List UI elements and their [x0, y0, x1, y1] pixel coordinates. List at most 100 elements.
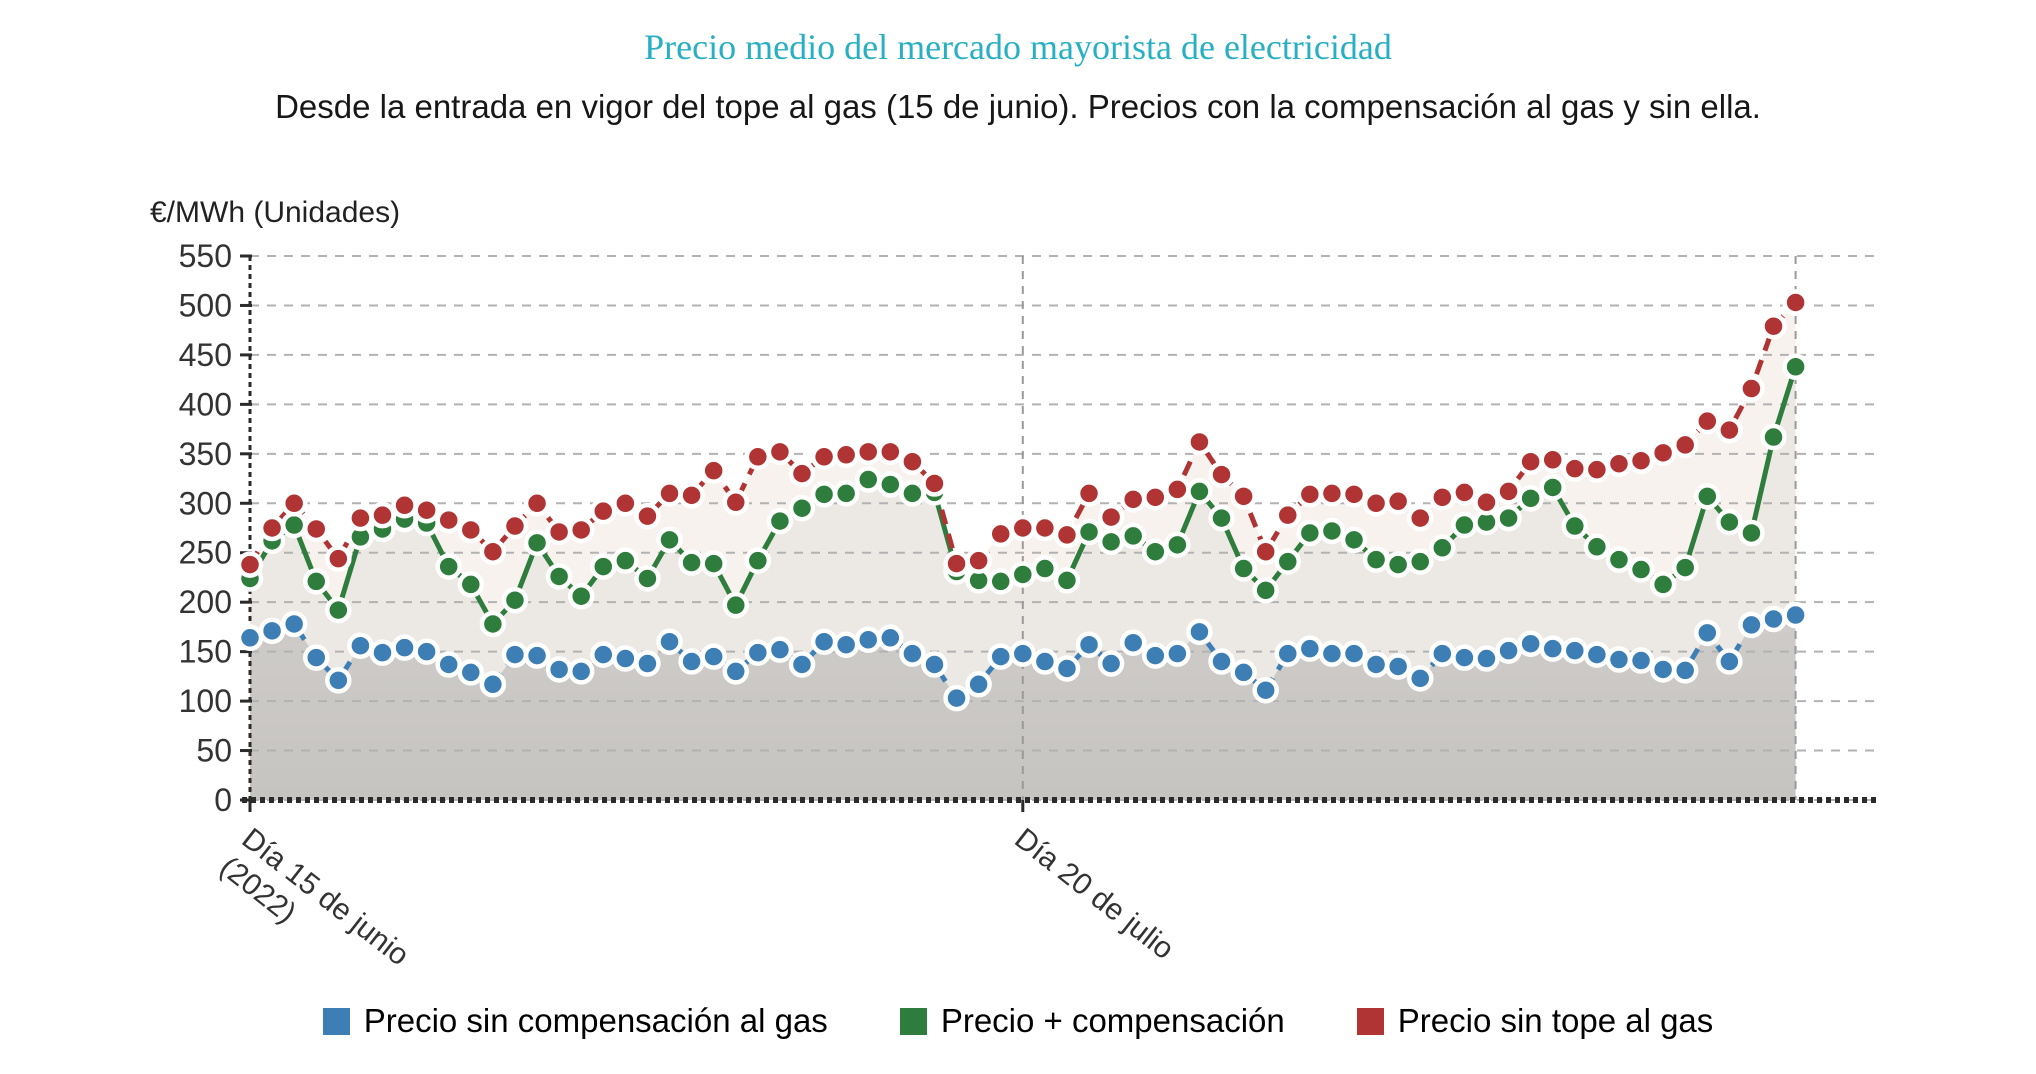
chart-subtitle: Desde la entrada en vigor del tope al ga… [275, 88, 1761, 125]
data-point-s0-d47 [1274, 640, 1302, 667]
data-point-s0-d39 [1097, 650, 1125, 677]
y-axis-title: €/MWh (Unidades) [150, 196, 401, 229]
data-point-s1-d10 [457, 571, 485, 598]
data-point-s2-d63 [1627, 447, 1655, 474]
data-point-s1-d18 [634, 565, 661, 592]
data-point-s1-d68 [1738, 519, 1765, 547]
data-point-s1-d38 [1075, 518, 1103, 546]
data-point-s2-d35 [1009, 514, 1037, 542]
y-tick-label-250: 250 [179, 535, 232, 571]
data-point-s0-d45 [1230, 659, 1257, 686]
data-point-s1-d42 [1164, 531, 1191, 559]
data-point-s0-d34 [987, 643, 1014, 670]
y-tick-label-0: 0 [214, 782, 232, 818]
data-point-s1-d30 [899, 480, 926, 507]
data-point-s0-d10 [457, 659, 485, 686]
data-point-s2-d16 [590, 497, 617, 525]
data-point-s0-d70 [1782, 601, 1809, 629]
data-point-s0-d15 [567, 658, 595, 685]
data-point-s2-d40 [1119, 486, 1147, 513]
data-point-s1-d57 [1495, 504, 1522, 532]
data-point-s0-d23 [744, 639, 772, 666]
data-point-s1-d25 [788, 494, 816, 522]
data-point-s2-d59 [1539, 446, 1566, 474]
y-tick-label-500: 500 [179, 287, 232, 323]
data-point-s1-d59 [1539, 474, 1566, 501]
data-point-s2-d13 [523, 490, 551, 517]
data-point-s2-d36 [1031, 514, 1059, 542]
data-point-s1-d11 [479, 610, 507, 638]
band-red-green [250, 302, 1796, 624]
data-point-s1-d4 [325, 596, 352, 624]
data-point-s0-d64 [1649, 656, 1677, 683]
data-point-s2-d37 [1053, 521, 1081, 549]
data-point-s1-d22 [722, 591, 750, 619]
data-point-s2-d3 [302, 515, 330, 543]
data-point-s0-d40 [1119, 629, 1147, 656]
band-green-blue [250, 366, 1796, 699]
data-point-s0-d19 [656, 628, 683, 655]
data-point-s2-d66 [1694, 407, 1721, 435]
data-point-s2-d27 [832, 441, 860, 469]
data-point-s1-d62 [1605, 546, 1633, 573]
data-point-s0-d28 [854, 626, 882, 654]
y-tick-label-450: 450 [179, 337, 232, 373]
legend-label: Precio + compensación [940, 1002, 1285, 1039]
data-point-s0-d53 [1406, 665, 1434, 692]
data-point-s0-d38 [1075, 631, 1103, 658]
data-point-s2-d70 [1782, 289, 1809, 316]
data-point-s1-d70 [1782, 353, 1809, 381]
data-point-s1-d20 [678, 549, 705, 576]
data-point-s0-d2 [280, 610, 308, 638]
data-point-s1-d35 [1009, 561, 1037, 588]
data-point-s1-d36 [1031, 555, 1059, 582]
data-point-s0-d37 [1053, 655, 1081, 682]
y-tick-label-200: 200 [179, 584, 232, 620]
data-point-s0-d42 [1164, 640, 1191, 667]
y-tick-label-400: 400 [179, 386, 232, 422]
legend-item-1: Precio + compensación [899, 1002, 1285, 1040]
data-point-s2-d55 [1451, 479, 1478, 506]
data-point-s0-d35 [1009, 640, 1037, 667]
chart-legend: Precio sin compensación al gas Precio + c… [0, 1002, 2036, 1040]
data-point-s2-d50 [1340, 481, 1368, 508]
data-point-s0-d44 [1208, 648, 1235, 675]
data-point-s2-d58 [1517, 448, 1544, 475]
data-point-s0-d59 [1539, 635, 1566, 662]
data-point-s1-d55 [1451, 511, 1478, 539]
data-point-s0-d55 [1451, 644, 1478, 671]
data-point-s2-d53 [1406, 504, 1434, 532]
data-point-s2-d25 [788, 460, 816, 487]
data-point-s0-d17 [612, 645, 639, 672]
x-tick-label-day-35: Día 20 de julio [1008, 822, 1179, 966]
data-point-s1-d63 [1627, 556, 1655, 583]
data-point-s0-d21 [700, 643, 727, 670]
data-point-s2-d8 [413, 496, 440, 524]
data-point-s1-d15 [567, 582, 595, 610]
data-point-s2-d4 [325, 545, 352, 572]
y-tick-label-50: 50 [196, 733, 232, 769]
data-point-s1-d48 [1296, 519, 1324, 547]
data-point-s2-d60 [1561, 455, 1589, 482]
data-point-s1-d23 [744, 547, 772, 574]
data-point-s1-d39 [1097, 528, 1125, 556]
data-point-s1-d13 [523, 529, 551, 557]
data-point-s0-d4 [325, 667, 352, 694]
data-point-s0-d60 [1561, 637, 1589, 664]
data-point-s2-d5 [347, 504, 374, 532]
chart-title: Precio medio del mercado mayorista de el… [644, 27, 1392, 67]
data-point-s2-d28 [854, 438, 882, 466]
data-point-s2-d10 [457, 516, 485, 544]
data-point-s0-d11 [479, 671, 507, 698]
data-point-s2-d68 [1738, 375, 1765, 402]
data-point-s2-d49 [1318, 480, 1346, 507]
data-point-s1-d58 [1517, 485, 1544, 512]
data-point-s1-d50 [1340, 526, 1368, 554]
data-point-s0-d30 [899, 640, 926, 667]
data-point-s0-d63 [1627, 647, 1655, 674]
data-point-s1-d46 [1252, 577, 1279, 604]
data-point-s0-d5 [347, 632, 374, 659]
data-point-s0-d48 [1296, 635, 1324, 662]
data-point-s1-d12 [501, 586, 529, 614]
data-point-s0-d46 [1252, 676, 1279, 704]
